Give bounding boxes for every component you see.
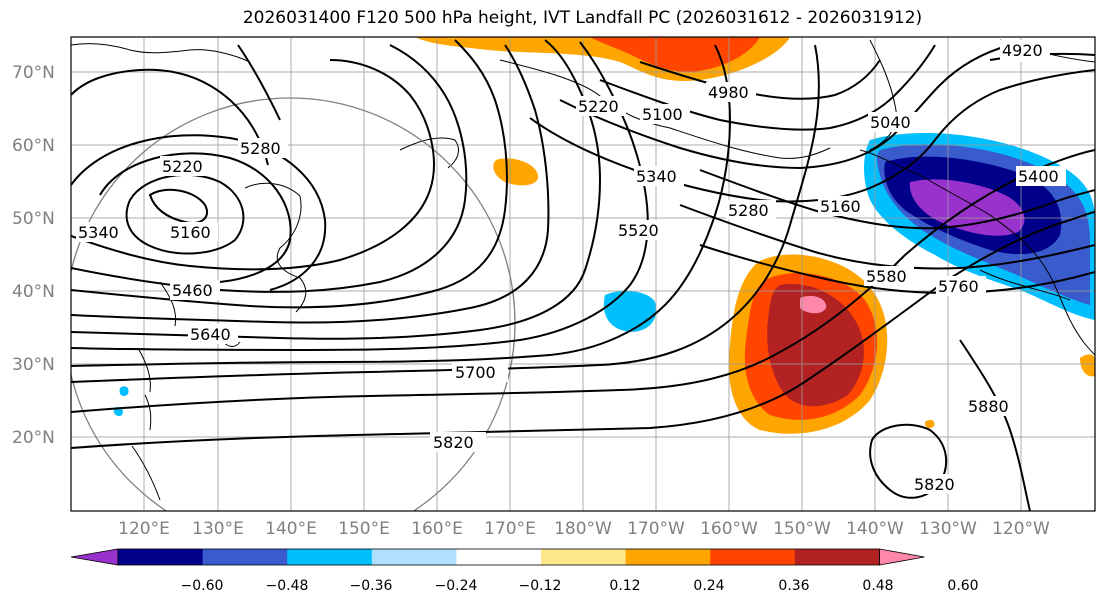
colorbar-tick-label: −0.24 [435,578,478,594]
colorbar-tick-label: −0.48 [266,578,309,594]
contour-label: 5820 [433,433,474,452]
lon-label: 160°E [411,519,463,539]
lat-label: 40°N [12,282,55,302]
contour-label: 5760 [938,277,979,296]
colorbar-tick-label: 0.48 [862,578,893,594]
contour-label: 5280 [240,139,281,158]
contour-label: 5640 [190,325,231,344]
contour-label: 5520 [618,221,659,240]
contour-label: 5820 [914,475,955,494]
contour-label: 5220 [162,157,203,176]
contour-label: 4920 [1002,41,1043,60]
lon-label: 170°W [627,519,685,539]
colorbar-tick-label: 0.36 [778,578,809,594]
lon-label: 170°E [484,519,536,539]
colorbar-segment [541,549,627,565]
colorbar-extend-low [70,548,119,566]
contour-label: 5340 [78,223,119,242]
contour-label: 5580 [866,267,907,286]
contour-label: 5100 [642,105,683,124]
lon-label: 150°E [338,519,390,539]
map-content [71,37,1095,511]
lat-label: 30°N [12,355,55,375]
colorbar-tick-label: −0.36 [350,578,393,594]
lon-label: 130°E [192,519,244,539]
colorbar-tick-label: 0.60 [947,578,978,594]
lat-label: 70°N [12,63,55,83]
lon-label: 180°W [554,519,612,539]
colorbar [70,548,925,566]
longitude-labels: 120°E 130°E 140°E 150°E 160°E 170°E 180°… [118,519,1050,539]
map-title: 2026031400 F120 500 hPa height, IVT Land… [242,8,923,28]
lon-label: 130°W [919,519,977,539]
lon-label: 140°E [265,519,317,539]
colorbar-ticks: −0.60 −0.48 −0.36 −0.24 −0.12 0.12 0.24 … [181,578,979,594]
colorbar-segment [371,549,457,565]
lon-label: 160°W [700,519,758,539]
colorbar-segment [118,549,204,565]
contour-label: 5220 [578,97,619,116]
contour-label: 4980 [708,83,749,102]
contour-label: 5160 [170,223,211,242]
colorbar-tick-label: 0.24 [693,578,724,594]
colorbar-segment [794,549,880,565]
colorbar-extend-high [879,548,925,566]
lon-label: 120°E [118,519,170,539]
contour-label: 5160 [820,197,861,216]
colorbar-segment [710,549,796,565]
colorbar-frame [117,548,880,566]
map-frame [70,36,1096,512]
latitude-labels: 70°N 60°N 50°N 40°N 30°N 20°N [12,63,55,448]
lon-label: 150°W [773,519,831,539]
colorbar-segment [287,549,373,565]
colorbar-segment [202,549,288,565]
colorbar-tick-label: −0.60 [181,578,224,594]
lon-label: 140°W [846,519,904,539]
colorbar-segment [456,549,542,565]
colorbar-tick-label: 0.12 [609,578,640,594]
contour-label: 5460 [172,281,213,300]
contour-label: 5040 [870,113,911,132]
contour-label-group: 4920 4980 5040 5100 5160 5160 5220 5220 … [76,40,1066,494]
contour-label: 5280 [728,201,769,220]
contour-label: 5880 [968,397,1009,416]
contour-label: 5400 [1018,167,1059,186]
lat-label: 50°N [12,209,55,229]
colorbar-tick-label: −0.12 [519,578,562,594]
lon-label: 120°W [992,519,1050,539]
lat-label: 20°N [12,428,55,448]
positive-anomaly-region [415,37,1095,434]
colorbar-segment [625,549,711,565]
contour-label: 5340 [636,167,677,186]
contour-label: 5700 [455,363,496,382]
lat-label: 60°N [12,136,55,156]
